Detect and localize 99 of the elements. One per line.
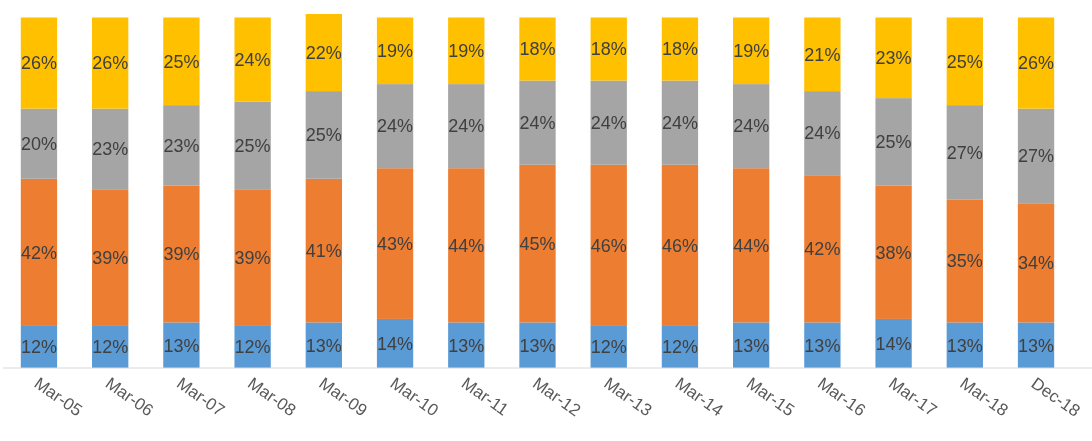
data-label: 24% [519, 112, 556, 133]
data-label: 27% [1018, 146, 1055, 167]
bar [376, 168, 414, 319]
bar [448, 168, 485, 323]
bar [376, 84, 414, 169]
bar [163, 105, 200, 186]
data-label: 13% [163, 335, 200, 356]
bar [875, 185, 912, 319]
data-label: 26% [20, 53, 57, 74]
data-label: 45% [519, 233, 556, 254]
bar [234, 189, 271, 326]
data-label: 22% [305, 42, 342, 63]
data-label: 39% [92, 247, 129, 268]
data-label: 13% [946, 335, 983, 356]
data-label: 13% [804, 335, 841, 356]
data-label: 18% [590, 39, 627, 60]
bar [1017, 108, 1055, 204]
data-label: 18% [519, 39, 556, 60]
data-label: 25% [305, 125, 342, 146]
bar [946, 199, 983, 323]
bar [804, 17, 841, 92]
data-label: 34% [1018, 253, 1055, 274]
bar [733, 84, 770, 169]
bar [92, 189, 129, 326]
bar [163, 17, 200, 106]
data-label: 24% [590, 112, 627, 133]
bar [804, 175, 841, 323]
bar [661, 164, 699, 326]
data-label: 14% [377, 333, 414, 354]
bar [519, 164, 556, 323]
data-label: 46% [590, 235, 627, 256]
data-label: 26% [1018, 53, 1055, 74]
bar [804, 91, 841, 176]
data-label: 39% [234, 247, 271, 268]
bar [163, 185, 200, 323]
data-label: 12% [590, 337, 627, 358]
data-label: 13% [448, 335, 485, 356]
data-label: 25% [946, 51, 983, 72]
data-label: 19% [448, 41, 485, 62]
data-label: 24% [661, 112, 698, 133]
bar [20, 17, 58, 109]
data-label: 23% [92, 139, 129, 160]
data-label: 19% [377, 41, 414, 62]
bar [448, 84, 485, 169]
data-label: 44% [733, 235, 770, 256]
data-label: 24% [733, 116, 770, 137]
bar [1017, 203, 1055, 323]
bar [305, 91, 342, 179]
data-label: 24% [234, 49, 271, 70]
bar [661, 80, 699, 165]
data-label: 25% [875, 132, 912, 153]
data-label: 26% [92, 53, 129, 74]
bar [519, 17, 556, 81]
data-label: 39% [163, 244, 200, 265]
data-label: 41% [305, 240, 342, 261]
bar [590, 80, 627, 165]
bar [590, 164, 627, 326]
data-label: 13% [305, 335, 342, 356]
data-label: 12% [92, 337, 129, 358]
data-label: 43% [377, 233, 414, 254]
data-label: 13% [519, 335, 556, 356]
data-label: 21% [804, 44, 841, 65]
data-label: 42% [804, 239, 841, 260]
data-label: 14% [875, 333, 912, 354]
bar [234, 17, 271, 102]
data-label: 12% [234, 337, 271, 358]
data-label: 18% [661, 39, 698, 60]
data-label: 13% [1018, 335, 1055, 356]
data-label: 24% [377, 116, 414, 137]
data-label: 27% [946, 142, 983, 163]
bar [20, 178, 58, 326]
bar [305, 178, 342, 323]
data-label: 12% [661, 337, 698, 358]
data-label: 24% [804, 123, 841, 144]
bar [1017, 17, 1055, 109]
data-label: 44% [448, 235, 485, 256]
bar [733, 168, 770, 323]
bar [946, 17, 983, 106]
bar [875, 17, 912, 99]
data-label: 25% [163, 51, 200, 72]
bar [946, 105, 983, 200]
bar [519, 80, 556, 165]
data-label: 24% [448, 116, 485, 137]
bar [92, 108, 129, 190]
data-label: 19% [733, 41, 770, 62]
data-label: 35% [946, 251, 983, 272]
data-label: 25% [234, 135, 271, 156]
bar [875, 98, 912, 186]
bar [234, 101, 271, 190]
data-label: 23% [163, 135, 200, 156]
data-label: 20% [20, 133, 57, 154]
data-label: 38% [875, 242, 912, 263]
data-label: 12% [20, 337, 57, 358]
data-label: 13% [733, 335, 770, 356]
data-label: 46% [661, 235, 698, 256]
bar [305, 14, 342, 92]
data-label: 23% [875, 48, 912, 69]
data-label: 42% [20, 242, 57, 263]
bar [92, 17, 129, 109]
